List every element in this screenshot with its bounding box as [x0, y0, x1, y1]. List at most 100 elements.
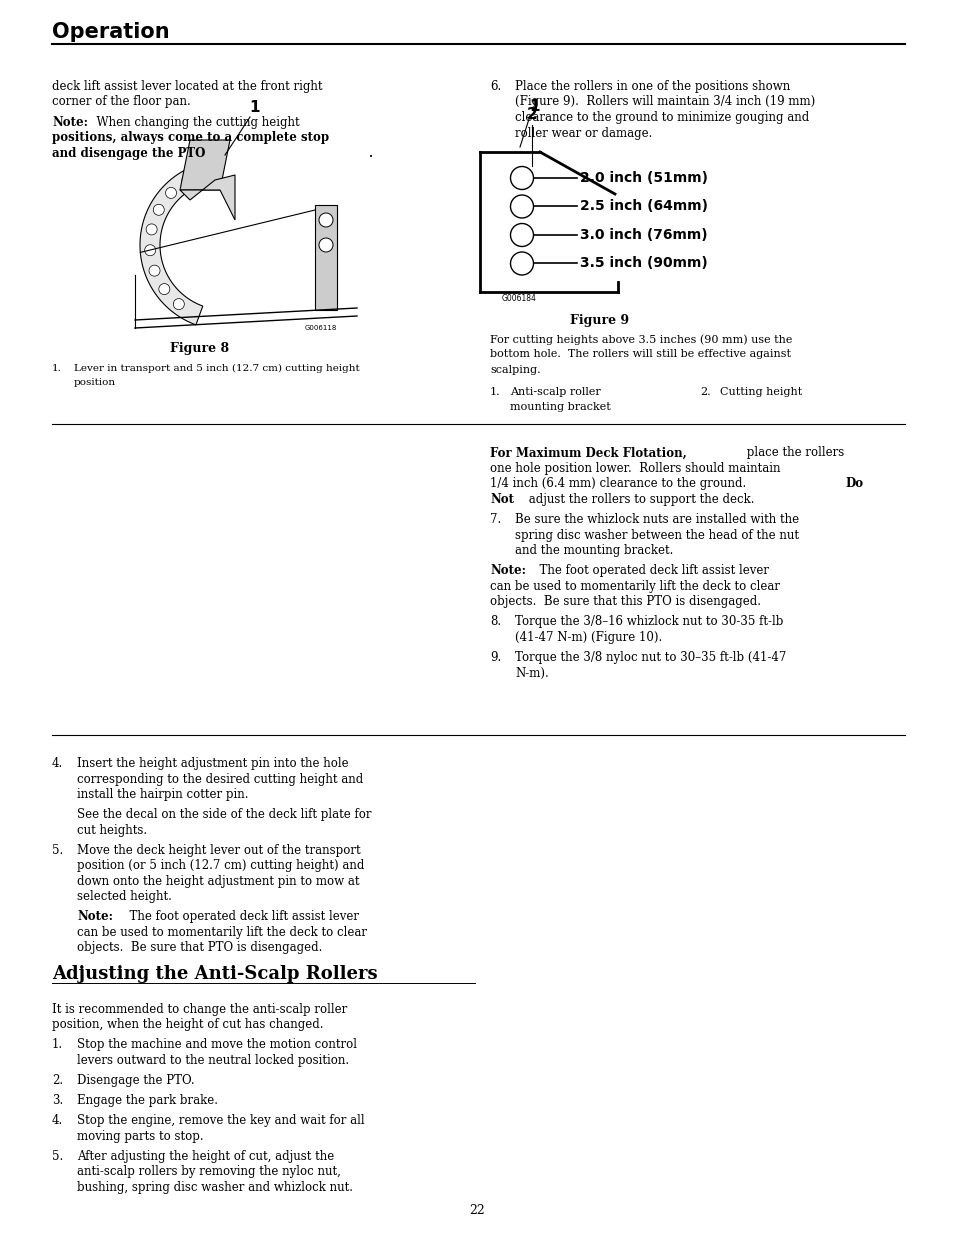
Text: spring disc washer between the head of the nut: spring disc washer between the head of t… — [515, 529, 799, 542]
Text: adjust the rollers to support the deck.: adjust the rollers to support the deck. — [524, 493, 754, 506]
Text: 2: 2 — [526, 107, 537, 122]
Text: Disengage the PTO.: Disengage the PTO. — [77, 1074, 194, 1087]
Text: Torque the 3/8 nyloc nut to 30–35 ft-lb (41-47: Torque the 3/8 nyloc nut to 30–35 ft-lb … — [515, 651, 785, 664]
Text: 1: 1 — [250, 100, 260, 115]
Text: corresponding to the desired cutting height and: corresponding to the desired cutting hei… — [77, 773, 363, 785]
Text: Operation: Operation — [52, 22, 170, 42]
Text: deck lift assist lever located at the front right: deck lift assist lever located at the fr… — [52, 80, 322, 93]
Text: selected height.: selected height. — [77, 890, 172, 903]
Text: 7.: 7. — [490, 514, 500, 526]
Text: For cutting heights above 3.5 inches (90 mm) use the: For cutting heights above 3.5 inches (90… — [490, 333, 792, 345]
Text: 2.: 2. — [700, 387, 710, 396]
Text: See the decal on the side of the deck lift plate for: See the decal on the side of the deck li… — [77, 808, 371, 821]
Text: objects.  Be sure that PTO is disengaged.: objects. Be sure that PTO is disengaged. — [77, 941, 322, 955]
Text: When changing the cutting height: When changing the cutting height — [89, 116, 299, 128]
Text: 3.: 3. — [52, 1094, 63, 1107]
Circle shape — [510, 252, 533, 275]
Text: can be used to momentarily lift the deck to clear: can be used to momentarily lift the deck… — [77, 926, 367, 939]
Text: (41-47 N-m) (Figure 10).: (41-47 N-m) (Figure 10). — [515, 631, 661, 643]
Circle shape — [510, 167, 533, 189]
Text: roller wear or damage.: roller wear or damage. — [515, 126, 652, 140]
Text: (Figure 9).  Rollers will maintain 3/4 inch (19 mm): (Figure 9). Rollers will maintain 3/4 in… — [515, 95, 815, 109]
Text: For Maximum Deck Flotation,: For Maximum Deck Flotation, — [490, 447, 686, 459]
Text: 4.: 4. — [52, 757, 63, 769]
Text: 1: 1 — [529, 99, 539, 114]
Circle shape — [173, 299, 184, 310]
Text: G006118: G006118 — [305, 325, 337, 331]
Text: corner of the floor pan.: corner of the floor pan. — [52, 95, 191, 109]
Text: and the mounting bracket.: and the mounting bracket. — [515, 545, 673, 557]
Polygon shape — [180, 175, 234, 220]
Text: levers outward to the neutral locked position.: levers outward to the neutral locked pos… — [77, 1053, 349, 1067]
Text: bottom hole.  The rollers will still be effective against: bottom hole. The rollers will still be e… — [490, 350, 790, 359]
Text: After adjusting the height of cut, adjust the: After adjusting the height of cut, adjus… — [77, 1150, 334, 1163]
Text: 5.: 5. — [52, 844, 63, 857]
Text: one hole position lower.  Rollers should maintain: one hole position lower. Rollers should … — [490, 462, 780, 475]
Text: 3.0 inch (76mm): 3.0 inch (76mm) — [579, 228, 707, 242]
Polygon shape — [180, 140, 230, 190]
Text: clearance to the ground to minimize gouging and: clearance to the ground to minimize goug… — [515, 111, 808, 124]
Text: The foot operated deck lift assist lever: The foot operated deck lift assist lever — [532, 564, 768, 577]
Text: mounting bracket: mounting bracket — [510, 403, 610, 412]
Text: 22: 22 — [469, 1204, 484, 1216]
Text: 1.: 1. — [52, 364, 62, 373]
Text: anti-scalp rollers by removing the nyloc nut,: anti-scalp rollers by removing the nyloc… — [77, 1166, 340, 1178]
Text: 9.: 9. — [490, 651, 500, 664]
Circle shape — [145, 245, 155, 256]
Circle shape — [149, 266, 160, 277]
Text: bushing, spring disc washer and whizlock nut.: bushing, spring disc washer and whizlock… — [77, 1181, 353, 1194]
Text: Note:: Note: — [52, 116, 88, 128]
Text: Figure 9: Figure 9 — [570, 314, 629, 327]
Text: objects.  Be sure that this PTO is disengaged.: objects. Be sure that this PTO is diseng… — [490, 595, 760, 609]
Text: 8.: 8. — [490, 615, 500, 629]
Text: 1.: 1. — [52, 1039, 63, 1051]
Text: Torque the 3/8–16 whizlock nut to 30-35 ft-lb: Torque the 3/8–16 whizlock nut to 30-35 … — [515, 615, 782, 629]
Text: positions, always come to a complete stop: positions, always come to a complete sto… — [52, 131, 329, 144]
Polygon shape — [314, 205, 336, 310]
Text: place the rollers: place the rollers — [742, 447, 843, 459]
Circle shape — [510, 195, 533, 219]
Text: 1/4 inch (6.4 mm) clearance to the ground.: 1/4 inch (6.4 mm) clearance to the groun… — [490, 478, 753, 490]
Text: G006184: G006184 — [501, 294, 537, 303]
Text: Not: Not — [490, 493, 514, 506]
Text: cut heights.: cut heights. — [77, 824, 147, 836]
Text: Anti-scalp roller: Anti-scalp roller — [510, 387, 600, 396]
Text: Stop the engine, remove the key and wait for all: Stop the engine, remove the key and wait… — [77, 1114, 364, 1128]
Circle shape — [153, 204, 164, 215]
Circle shape — [318, 212, 333, 227]
Text: position (or 5 inch (12.7 cm) cutting height) and: position (or 5 inch (12.7 cm) cutting he… — [77, 860, 364, 872]
Text: scalping.: scalping. — [490, 366, 540, 375]
Circle shape — [146, 224, 157, 235]
Text: Lever in transport and 5 inch (12.7 cm) cutting height: Lever in transport and 5 inch (12.7 cm) … — [74, 364, 359, 373]
Text: Figure 8: Figure 8 — [171, 342, 230, 354]
Text: position, when the height of cut has changed.: position, when the height of cut has cha… — [52, 1018, 323, 1031]
Text: 2.5 inch (64mm): 2.5 inch (64mm) — [579, 200, 707, 214]
Text: moving parts to stop.: moving parts to stop. — [77, 1130, 203, 1142]
Text: Adjusting the Anti-Scalp Rollers: Adjusting the Anti-Scalp Rollers — [52, 965, 377, 983]
Text: can be used to momentarily lift the deck to clear: can be used to momentarily lift the deck… — [490, 579, 780, 593]
Text: Be sure the whizlock nuts are installed with the: Be sure the whizlock nuts are installed … — [515, 514, 799, 526]
Text: Do: Do — [844, 478, 862, 490]
Text: 2.: 2. — [52, 1074, 63, 1087]
Circle shape — [510, 224, 533, 247]
Text: Note:: Note: — [77, 910, 112, 924]
Circle shape — [166, 188, 176, 199]
Text: It is recommended to change the anti-scalp roller: It is recommended to change the anti-sca… — [52, 1003, 347, 1015]
Text: The foot operated deck lift assist lever: The foot operated deck lift assist lever — [122, 910, 358, 924]
Text: .: . — [369, 147, 373, 159]
Circle shape — [158, 284, 170, 295]
Text: 4.: 4. — [52, 1114, 63, 1128]
Text: Stop the machine and move the motion control: Stop the machine and move the motion con… — [77, 1039, 356, 1051]
Text: Place the rollers in one of the positions shown: Place the rollers in one of the position… — [515, 80, 789, 93]
Text: Move the deck height lever out of the transport: Move the deck height lever out of the tr… — [77, 844, 360, 857]
Text: down onto the height adjustment pin to mow at: down onto the height adjustment pin to m… — [77, 874, 359, 888]
Text: install the hairpin cotter pin.: install the hairpin cotter pin. — [77, 788, 248, 802]
Text: 5.: 5. — [52, 1150, 63, 1163]
Circle shape — [318, 238, 333, 252]
Circle shape — [182, 174, 193, 185]
Text: 6.: 6. — [490, 80, 500, 93]
Text: N-m).: N-m). — [515, 667, 548, 679]
Text: and disengage the PTO: and disengage the PTO — [52, 147, 205, 159]
Text: 1.: 1. — [490, 387, 500, 396]
Text: Cutting height: Cutting height — [720, 387, 801, 396]
